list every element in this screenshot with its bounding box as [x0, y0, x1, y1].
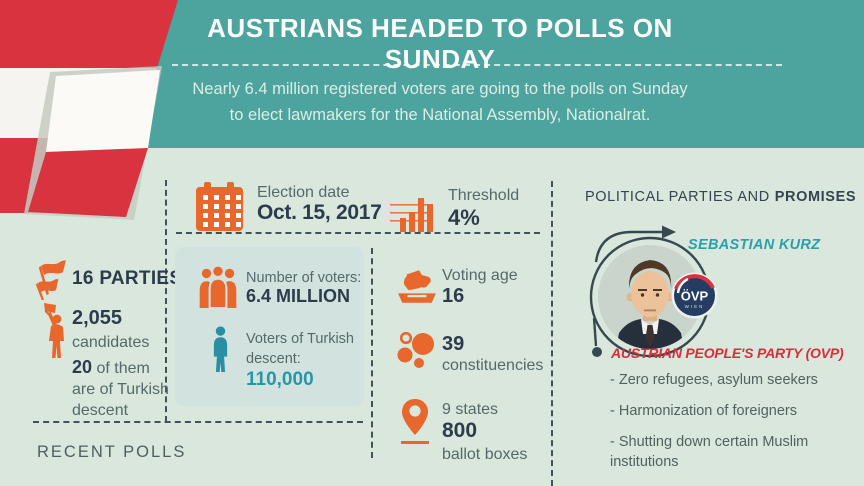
- arrow-icon: [662, 225, 676, 239]
- calendar-icon: [196, 182, 243, 231]
- ballot-hand-icon: [398, 270, 436, 303]
- candidates-block: 2,055 candidates 20 of them are of Turki…: [72, 307, 192, 420]
- dashed-divider-mid: [371, 248, 373, 458]
- voting-age-value: 16: [442, 285, 465, 307]
- page-title: AUSTRIANS HEADED TO POLLS ON SUNDAY: [207, 13, 673, 74]
- promise-item: - Zero refugees, asylum seekers: [610, 372, 818, 388]
- turkish-voters-label-2: descent:: [246, 351, 301, 367]
- states-label: 9 states: [442, 401, 499, 418]
- turkish-candidates-line: 20 of them: [72, 357, 150, 377]
- subtitle-line2: to elect lawmakers for the National Asse…: [229, 106, 651, 124]
- svg-text:WIEN: WIEN: [685, 304, 705, 309]
- turkish-voters-value: 110,000: [246, 369, 314, 390]
- election-date-label: Election date: [257, 184, 350, 201]
- candidates-label: candidates: [72, 334, 150, 351]
- bar-chart-icon: [390, 198, 433, 232]
- turkish-voters-label-1: Voters of Turkish: [246, 331, 354, 347]
- constituencies-value: 39: [442, 333, 465, 355]
- map-pin-icon: [401, 399, 429, 444]
- bullet-dot: [592, 347, 602, 357]
- voting-age-label: Voting age: [442, 267, 518, 284]
- voters-label: Number of voters:: [246, 270, 362, 286]
- people-icon: [199, 264, 237, 308]
- person-flag-icon: [44, 303, 64, 358]
- person-icon: [213, 326, 228, 372]
- austria-flag: [0, 0, 178, 220]
- threshold-label: Threshold: [448, 187, 520, 204]
- ovp-party-logo: ÖVP WIEN: [671, 272, 718, 319]
- parties-count: 16 PARTIES: [72, 268, 183, 289]
- dashed-divider-bottom: [33, 421, 363, 423]
- election-date-value: Oct. 15, 2017: [257, 201, 382, 224]
- recent-polls-heading: RECENT POLLS: [37, 443, 187, 461]
- leader-name: SEBASTIAN KURZ: [688, 237, 821, 253]
- ballot-boxes-label: ballot boxes: [442, 446, 528, 463]
- dashed-divider-right: [551, 181, 553, 486]
- promise-item: - Harmonization of foreigners: [610, 403, 797, 419]
- party-name: AUSTRIAN PEOPLE'S PARTY (OVP): [611, 345, 844, 361]
- threshold-value: 4%: [448, 205, 480, 230]
- ballot-boxes-value: 800: [442, 419, 478, 442]
- flags-icon: [35, 260, 66, 300]
- candidates-count: 2,055: [72, 307, 123, 329]
- promise-item: - Shutting down certain Muslim instituti…: [610, 434, 809, 470]
- svg-text:ÖVP: ÖVP: [681, 289, 709, 304]
- subtitle-line1: Nearly 6.4 million registered voters are…: [192, 80, 688, 98]
- turkish-candidates-count: 20: [72, 357, 93, 377]
- constituencies-label: constituencies: [442, 357, 544, 374]
- circles-cluster-icon: [397, 331, 434, 368]
- voters-value: 6.4 MILLION: [246, 286, 351, 306]
- dashed-divider-left: [165, 180, 167, 422]
- promise-list: - Zero refugees, asylum seekers - Harmon…: [610, 370, 828, 483]
- header-dashed-divider: [172, 64, 782, 66]
- right-panel-heading: POLITICAL PARTIES AND PROMISES: [585, 189, 857, 205]
- dashed-divider-top: [176, 232, 540, 234]
